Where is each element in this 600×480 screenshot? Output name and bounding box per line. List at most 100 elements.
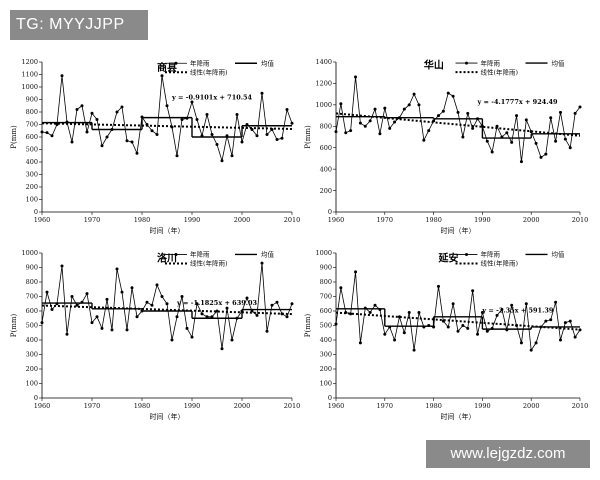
chart-title: 商县 [157, 61, 177, 74]
data-point [215, 309, 219, 313]
x-tick-label: 2000 [523, 216, 540, 224]
y-tick-label: 100 [26, 196, 38, 204]
data-point [578, 105, 582, 109]
data-point [110, 128, 114, 131]
data-point [140, 115, 144, 119]
data-point [378, 308, 382, 312]
data-point [110, 328, 114, 332]
data-point [220, 159, 224, 163]
data-point [417, 310, 421, 314]
data-point [554, 139, 558, 143]
y-tick-label: 1200 [315, 80, 332, 88]
data-point [441, 109, 445, 113]
legend-series-marker [465, 252, 469, 256]
data-point [145, 300, 149, 304]
data-point [190, 335, 194, 339]
x-axis-label: 时间（年） [441, 412, 476, 421]
data-point [190, 100, 194, 104]
watermark-top-left: TG: MYYJJPP [10, 10, 148, 40]
data-point [290, 302, 294, 306]
data-point [388, 325, 392, 329]
data-point [170, 125, 174, 129]
data-point [422, 325, 426, 329]
x-axis-label: 时间（年） [150, 412, 185, 421]
data-point [573, 111, 577, 115]
data-point [490, 150, 494, 154]
legend-series-marker [174, 61, 178, 65]
data-point [205, 315, 209, 319]
data-point [354, 270, 358, 274]
data-point [524, 118, 528, 122]
data-point [500, 135, 504, 139]
data-point [451, 302, 455, 306]
data-point [549, 116, 553, 120]
y-tick-label: 300 [26, 171, 38, 179]
data-point [485, 329, 489, 333]
x-tick-label: 1970 [377, 216, 394, 224]
y-tick-label: 800 [320, 122, 332, 130]
data-point [75, 303, 79, 307]
data-point [200, 312, 204, 316]
y-tick-label: 0 [328, 208, 332, 216]
y-tick-label: 400 [320, 336, 332, 344]
y-tick-label: 200 [320, 187, 332, 195]
data-point [195, 302, 199, 306]
data-point [563, 137, 567, 141]
data-point [480, 124, 484, 128]
y-tick-label: 500 [26, 146, 38, 154]
data-point [290, 121, 294, 125]
watermark-bottom-right: www.lejgzdz.com [426, 440, 590, 468]
y-tick-label: 800 [26, 278, 38, 286]
legend-trend-label: 线性(年降雨) [190, 259, 228, 268]
data-point [260, 261, 264, 265]
data-point [358, 121, 362, 125]
legend-series-label: 年降雨 [481, 58, 501, 67]
data-point [45, 290, 49, 294]
data-point [285, 315, 289, 319]
y-tick-label: 200 [26, 183, 38, 191]
data-point [363, 306, 367, 310]
data-point [135, 315, 139, 319]
x-tick-label: 2010 [572, 216, 589, 224]
y-tick-label: 400 [26, 336, 38, 344]
data-point [568, 319, 572, 323]
data-point [105, 297, 109, 301]
data-point [422, 138, 426, 142]
data-point [378, 132, 382, 136]
x-tick-label: 1980 [134, 216, 151, 224]
y-tick-label: 200 [320, 365, 332, 373]
data-point [505, 328, 509, 332]
legend-trend-label: 线性(年降雨) [190, 67, 228, 76]
y-tick-label: 200 [26, 365, 38, 373]
data-point [393, 338, 397, 342]
data-point [70, 295, 74, 298]
data-point [185, 116, 189, 120]
data-point [407, 103, 411, 107]
y-tick-label: 600 [320, 144, 332, 152]
x-tick-label: 1960 [34, 216, 51, 224]
data-point [339, 102, 343, 106]
chart-luo-chuan: 0 100 200 300 400 500 600 700 800 900 1000 1960 1970… [10, 249, 300, 421]
data-point [55, 302, 59, 306]
y-axis-label: P(mm) [10, 314, 18, 338]
x-tick-label: 1970 [84, 402, 101, 410]
data-point [436, 114, 440, 118]
data-point [471, 289, 475, 293]
data-point [549, 318, 553, 322]
data-point [407, 310, 411, 314]
chart-title: 延安 [437, 252, 458, 265]
data-point [245, 296, 249, 300]
data-point [529, 130, 533, 134]
data-point [383, 106, 387, 110]
data-point [427, 129, 431, 133]
data-point [40, 130, 44, 134]
x-tick-label: 1980 [425, 216, 442, 224]
legend-series-marker [174, 252, 178, 256]
data-point [539, 325, 543, 329]
data-point [500, 308, 504, 312]
data-point [510, 303, 514, 307]
data-point [515, 114, 519, 118]
data-point [397, 116, 401, 120]
data-point [466, 111, 470, 115]
data-point [55, 123, 59, 126]
